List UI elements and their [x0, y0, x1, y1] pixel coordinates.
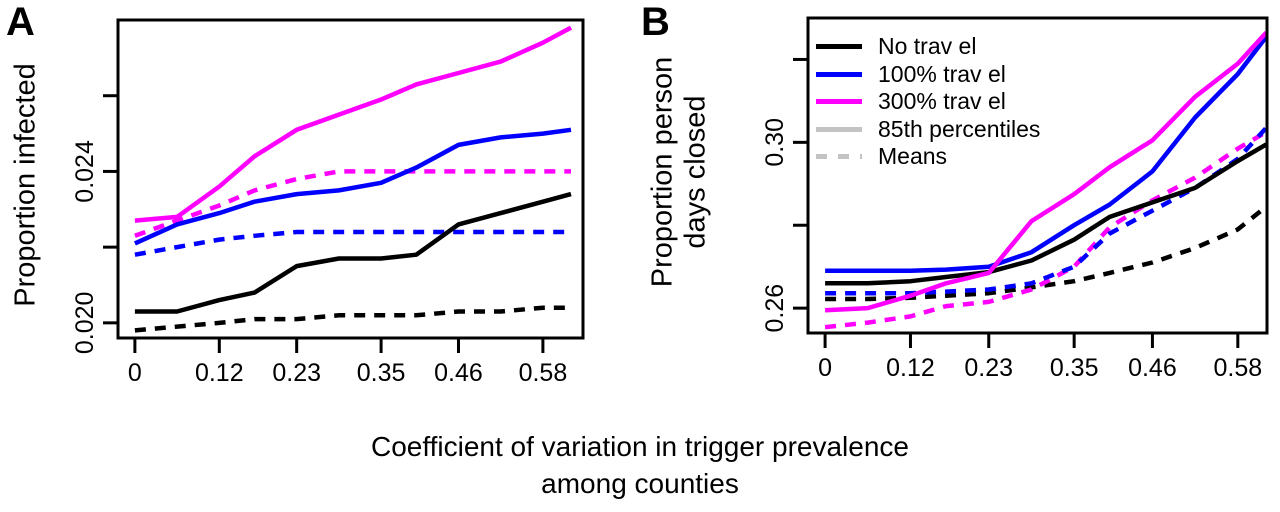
legend-item-85th-percentiles: 85th percentiles	[816, 116, 1040, 144]
series-line-100-travel-mean	[134, 229, 571, 257]
panel-a-letter: A	[6, 0, 35, 44]
means-line-sample	[816, 154, 862, 160]
series-line-no-travel-mean	[134, 305, 571, 333]
legend: No trav el 100% trav el 300% trav el 85t…	[816, 33, 1040, 171]
legend-item-no-travel: No trav el	[816, 33, 1040, 61]
y-tick-label: 0.024	[71, 140, 99, 203]
x-tick-label: 0	[818, 354, 832, 382]
100-travel-line-sample	[816, 71, 862, 77]
x-tick-label: 0.23	[964, 354, 1013, 382]
x-axis-title-line1: Coefficient of variation in trigger prev…	[370, 431, 909, 462]
y-tick-label: 0.020	[71, 292, 99, 355]
series-line-100-travel-85th-percentile	[133, 127, 572, 246]
no-travel-line-sample	[816, 44, 862, 50]
panel-a-frame	[116, 18, 585, 340]
x-tick-label: 0.58	[1213, 354, 1262, 382]
x-tick-label: 0.12	[886, 354, 935, 382]
x-tick-label: 0.35	[357, 359, 406, 387]
series-line-no-travel-mean	[825, 204, 1268, 302]
panel-b-frame	[806, 16, 1269, 335]
legend-label: 85th percentiles	[878, 115, 1041, 142]
legend-label: 300% trav el	[878, 88, 1006, 115]
x-tick-label: 0.58	[519, 359, 568, 387]
series-line-300-travel-mean	[134, 169, 571, 238]
x-tick-label: 0.23	[272, 359, 321, 387]
panel-b-letter: B	[641, 0, 670, 44]
series-line-no-travel-85th-percentile	[134, 191, 572, 314]
series-line-300-travel-85th-percentile	[824, 30, 1268, 313]
panel-b-y-axis-title-line1: Proportion person	[646, 56, 679, 288]
x-tick-label: 0	[128, 359, 142, 387]
series-line-no-travel-85th-percentile	[825, 142, 1268, 286]
panel-b-y-axis-title: Proportion person days closed	[647, 57, 714, 288]
x-tick-label: 0.35	[1050, 354, 1099, 382]
series-line-100-travel-85th-percentile	[825, 35, 1269, 274]
legend-label: 100% trav el	[878, 60, 1006, 87]
y-tick-label: 0.26	[761, 284, 789, 333]
panel-a-y-axis-title: Proportion infected	[9, 63, 42, 307]
300-travel-line-sample	[816, 99, 862, 105]
legend-item-300-travel: 300% trav el	[816, 88, 1040, 116]
shared-x-axis-title: Coefficient of variation in trigger prev…	[0, 428, 1280, 502]
legend-item-100-travel: 100% trav el	[816, 61, 1040, 89]
x-tick-label: 0.46	[1128, 354, 1177, 382]
x-tick-label: 0.12	[195, 359, 244, 387]
panel-b-y-axis-title-line2: days closed	[680, 95, 712, 249]
legend-label: Means	[878, 143, 948, 170]
x-axis-title-line2: among counties	[541, 468, 739, 499]
y-tick-label: 0.30	[761, 118, 789, 167]
85th-percentiles-line-sample	[816, 126, 862, 132]
legend-label: No trav el	[878, 33, 977, 60]
legend-item-means: Means	[816, 143, 1040, 171]
series-line-300-travel-85th-percentile	[134, 25, 573, 223]
x-tick-label: 0.46	[434, 359, 483, 387]
